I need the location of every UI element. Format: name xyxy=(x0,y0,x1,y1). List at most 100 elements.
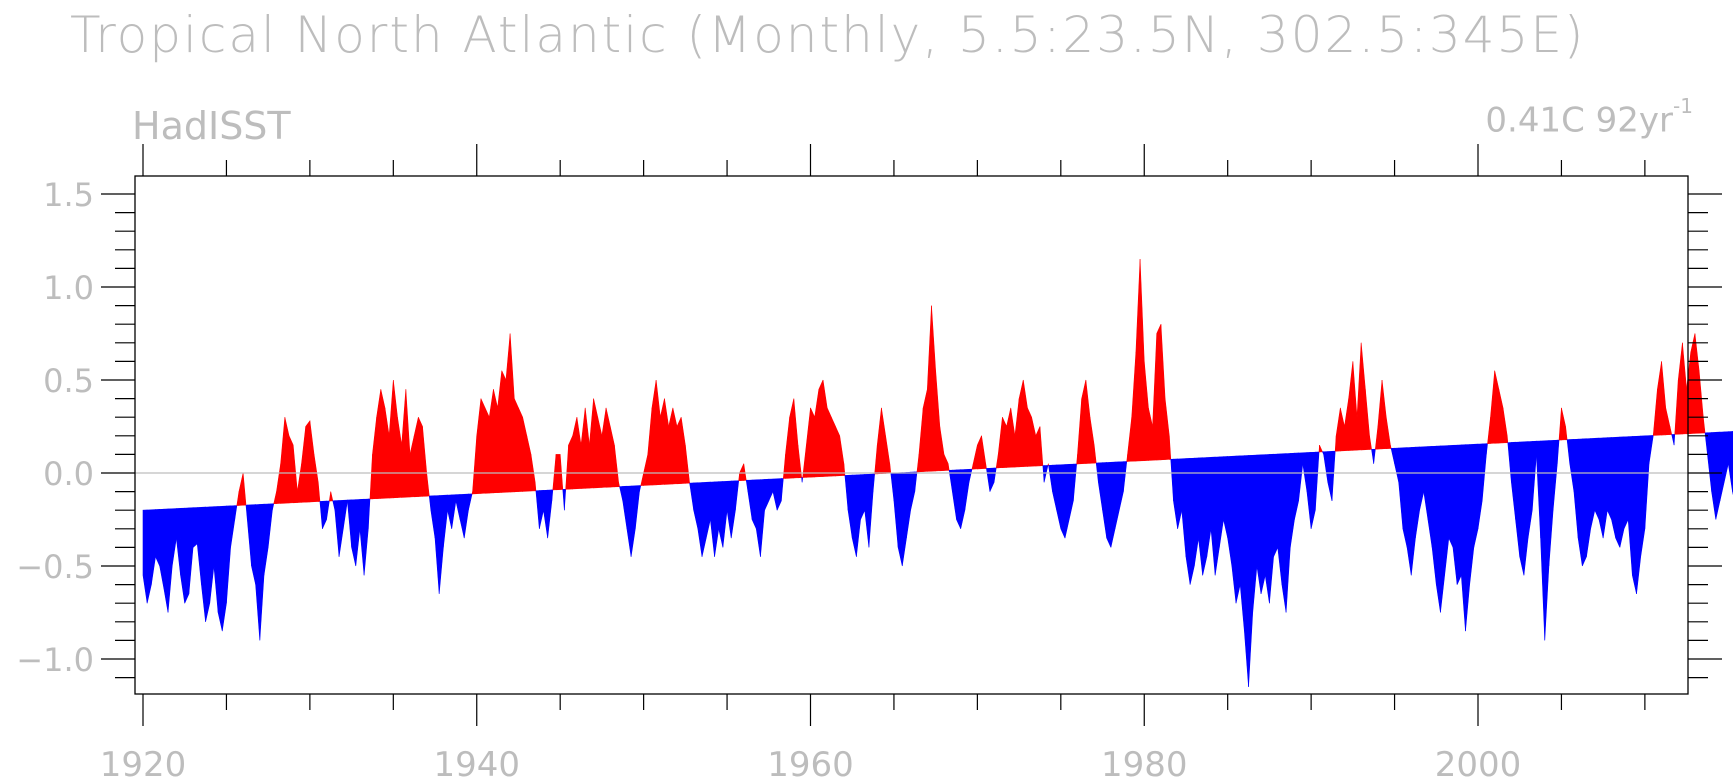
anomaly-above-segment xyxy=(518,407,523,492)
anomaly-below-segment xyxy=(1173,458,1178,529)
trend-value: 0.41C 92yr xyxy=(1485,100,1674,141)
anomaly-below-segment xyxy=(1577,438,1583,567)
anomaly-below-segment xyxy=(251,504,256,585)
anomaly-above-segment xyxy=(397,417,402,498)
anomaly-above-segment xyxy=(242,472,247,506)
anomaly-below-segment xyxy=(201,506,206,622)
anomaly-below-segment xyxy=(1673,434,1676,446)
anomaly-above-segment xyxy=(388,379,394,499)
anomaly-above-segment xyxy=(597,417,603,489)
anomaly-below-segment xyxy=(543,489,548,539)
anomaly-above-segment xyxy=(526,435,532,492)
anomaly-above-segment xyxy=(476,398,482,494)
anomaly-below-segment xyxy=(1552,439,1558,511)
anomaly-above-segment xyxy=(1565,426,1568,441)
anomaly-below-segment xyxy=(705,481,711,539)
anomaly-above-segment xyxy=(426,472,430,497)
anomaly-above-segment xyxy=(593,398,599,489)
anomaly-below-segment xyxy=(209,506,215,604)
anomaly-below-segment xyxy=(1185,458,1191,585)
anomaly-below-segment xyxy=(856,474,861,557)
anomaly-below-segment xyxy=(1310,451,1316,529)
anomaly-above-segment xyxy=(393,379,398,499)
y-tick-label: 0.0 xyxy=(43,455,94,493)
anomaly-below-segment xyxy=(1531,440,1537,511)
anomaly-below-segment xyxy=(844,474,849,511)
anomaly-below-segment xyxy=(1582,438,1587,567)
anomaly-above-segment xyxy=(1335,407,1341,452)
anomaly-below-segment xyxy=(1671,434,1675,446)
anomaly-below-segment xyxy=(1602,437,1608,539)
anomaly-above-segment xyxy=(413,417,419,498)
anomaly-below-segment xyxy=(1648,435,1654,464)
anomaly-below-segment xyxy=(697,482,703,557)
anomaly-above-segment xyxy=(1669,426,1673,435)
anomaly-below-segment xyxy=(151,509,156,585)
anomaly-below-segment xyxy=(755,479,761,557)
anomaly-below-segment xyxy=(359,498,365,576)
anomaly-below-segment xyxy=(255,504,261,641)
anomaly-below-segment xyxy=(760,479,765,557)
anomaly-below-segment xyxy=(1540,440,1546,641)
anomaly-below-segment xyxy=(171,508,177,567)
anomaly-below-segment xyxy=(1189,457,1195,585)
anomaly-above-segment xyxy=(939,426,945,472)
anomaly-above-segment xyxy=(276,463,281,504)
anomaly-below-segment xyxy=(1515,441,1521,557)
anomaly-below-segment xyxy=(363,498,369,576)
anomaly-above-segment xyxy=(1018,379,1024,468)
anomaly-below-segment xyxy=(1056,464,1062,529)
anomaly-below-segment xyxy=(1269,453,1274,604)
anomaly-above-segment xyxy=(580,407,586,489)
anomaly-above-segment xyxy=(555,454,561,491)
anomaly-below-segment xyxy=(897,472,903,567)
anomaly-below-segment xyxy=(1223,456,1228,539)
anomaly-below-segment xyxy=(267,503,273,548)
anomaly-below-segment xyxy=(176,508,181,576)
anomaly-below-segment xyxy=(332,500,336,511)
anomaly-below-segment xyxy=(956,469,961,529)
anomaly-above-segment xyxy=(931,305,936,472)
anomaly-below-segment xyxy=(1106,461,1112,548)
anomaly-above-segment xyxy=(1352,361,1358,451)
anomaly-above-segment xyxy=(818,379,824,478)
anomaly-below-segment xyxy=(564,488,567,511)
anomaly-above-segment xyxy=(814,389,820,478)
anomaly-above-segment xyxy=(552,454,557,491)
anomaly-above-segment xyxy=(513,398,519,493)
anomaly-below-segment xyxy=(1707,432,1712,492)
anomaly-above-segment xyxy=(493,389,498,494)
anomaly-above-segment xyxy=(1502,407,1508,444)
anomaly-above-segment xyxy=(488,389,494,494)
anomaly-above-segment xyxy=(280,417,286,504)
anomaly-below-segment xyxy=(1519,441,1525,576)
anomaly-below-segment xyxy=(1410,446,1416,576)
anomaly-below-segment xyxy=(1114,461,1120,529)
anomaly-below-segment xyxy=(1331,450,1336,501)
anomaly-below-segment xyxy=(1260,454,1266,594)
anomaly-below-segment xyxy=(1728,431,1733,492)
anomaly-below-segment xyxy=(1619,436,1625,548)
x-tick-label: 2000 xyxy=(1435,745,1522,781)
anomaly-above-segment xyxy=(1369,435,1372,450)
anomaly-above-segment xyxy=(605,407,611,488)
anomaly-below-segment xyxy=(730,480,736,539)
anomaly-below-segment xyxy=(1264,454,1270,604)
anomaly-below-segment xyxy=(868,473,874,548)
anomaly-below-segment xyxy=(468,493,473,511)
anomaly-above-segment xyxy=(1135,259,1141,462)
anomaly-above-segment xyxy=(927,305,932,472)
anomaly-below-segment xyxy=(851,474,857,557)
anomaly-above-segment xyxy=(372,417,377,500)
anomaly-below-segment xyxy=(226,505,231,604)
anomaly-above-segment xyxy=(572,417,578,490)
anomaly-above-segment xyxy=(618,482,620,487)
anomaly-below-segment xyxy=(1248,454,1254,687)
anomaly-above-segment xyxy=(1558,407,1562,441)
anomaly-above-segment xyxy=(317,482,321,502)
anomaly-above-segment xyxy=(826,407,832,477)
anomaly-above-segment xyxy=(810,407,815,478)
y-tick-label: 1.0 xyxy=(43,269,94,307)
anomaly-below-segment xyxy=(551,489,554,501)
